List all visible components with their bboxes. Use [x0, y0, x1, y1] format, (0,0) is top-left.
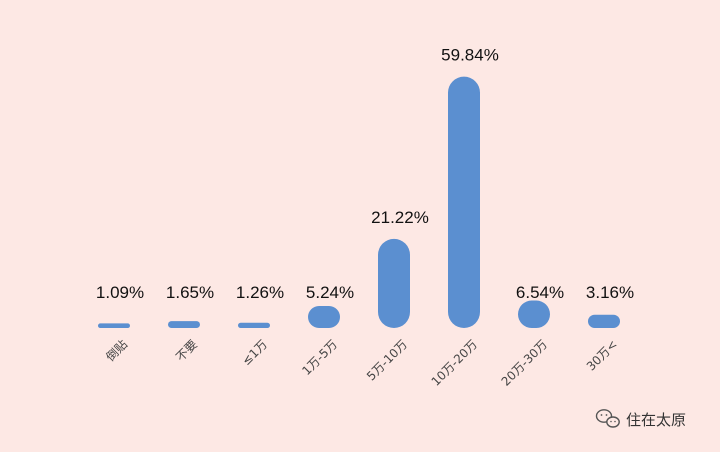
- bar-6: [518, 300, 550, 328]
- category-label-4: 5万-10万: [364, 337, 410, 383]
- category-label-5: 10万-20万: [429, 337, 481, 389]
- value-label-7: 3.16%: [586, 283, 634, 302]
- value-label-3: 5.24%: [306, 283, 354, 302]
- category-label-6: 20万-30万: [499, 337, 551, 389]
- wechat-icon: [595, 409, 620, 428]
- bar-3: [308, 305, 340, 328]
- watermark-text: 住在太原: [626, 411, 686, 429]
- bar-1: [168, 321, 200, 328]
- watermark: 住在太原: [595, 409, 686, 429]
- bar-0: [98, 323, 130, 328]
- category-label-1: 不要: [173, 337, 200, 364]
- value-label-1: 1.65%: [166, 283, 214, 302]
- value-label-5: 59.84%: [441, 46, 499, 65]
- bar-5: [448, 76, 480, 328]
- category-label-7: 30万<: [584, 337, 620, 373]
- value-label-6: 6.54%: [516, 283, 564, 302]
- value-labels-group: 1.09% 1.65% 1.26% 5.24% 21.22% 59.84% 6.54% 3.1…: [96, 46, 634, 302]
- bars-group: [98, 76, 620, 328]
- value-label-2: 1.26%: [236, 283, 284, 302]
- category-label-2: ≤1万: [239, 337, 270, 368]
- bar-4: [378, 238, 410, 328]
- value-label-0: 1.09%: [96, 283, 144, 302]
- category-labels-group: 倒贴 不要 ≤1万 1万-5万 5万-10万 10万-20万 20万-30万 30万<: [103, 337, 620, 389]
- category-label-0: 倒贴: [103, 337, 130, 364]
- bar-7: [588, 314, 620, 328]
- bar-2: [238, 322, 270, 328]
- category-label-3: 1万-5万: [299, 337, 340, 378]
- value-label-4: 21.22%: [371, 208, 429, 227]
